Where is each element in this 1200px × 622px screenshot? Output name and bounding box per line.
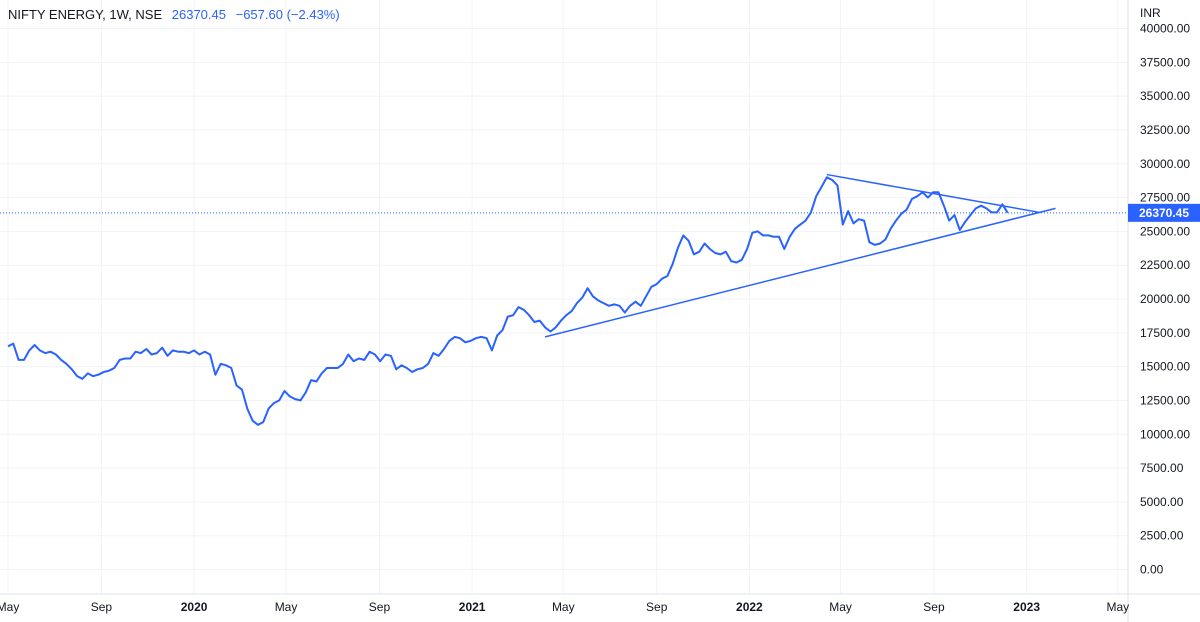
y-tick-label: 17500.00 — [1140, 326, 1190, 340]
x-tick-label: 2023 — [1013, 600, 1040, 614]
chart-legend: NIFTY ENERGY, 1W, NSE 26370.45 −657.60 (… — [8, 7, 340, 22]
y-tick-label: 0.00 — [1140, 563, 1164, 577]
symbol-label[interactable]: NIFTY ENERGY, 1W, NSE — [8, 7, 163, 22]
y-tick-label: 40000.00 — [1140, 22, 1190, 36]
x-tick-label: May — [552, 600, 575, 614]
x-tick-label: Sep — [91, 600, 113, 614]
y-tick-label: 35000.00 — [1140, 89, 1190, 103]
change-label: −657.60 (−2.43%) — [235, 7, 340, 22]
y-tick-label: 25000.00 — [1140, 224, 1190, 238]
trendline[interactable] — [544, 207, 1056, 338]
price-series-line — [7, 176, 1009, 426]
x-tick-label: 2021 — [459, 600, 486, 614]
x-tick-label: Sep — [923, 600, 945, 614]
x-tick-label: 2022 — [736, 600, 763, 614]
y-tick-label: 2500.00 — [1140, 529, 1184, 543]
x-tick-label: May — [275, 600, 298, 614]
last-price-text: 26370.45 — [1139, 206, 1189, 220]
y-tick-label: 12500.00 — [1140, 393, 1190, 407]
x-tick-label: Sep — [369, 600, 391, 614]
y-tick-label: 7500.00 — [1140, 461, 1184, 475]
x-tick-label: May — [1106, 600, 1129, 614]
x-tick-label: May — [829, 600, 852, 614]
y-tick-label: 27500.00 — [1140, 191, 1190, 205]
x-tick-label: May — [0, 600, 19, 614]
price-axis-ticks: 0.00 2500.00 5000.00 7500.00 10000.00 12500.0… — [1140, 22, 1190, 577]
y-tick-label: 5000.00 — [1140, 495, 1184, 509]
last-price-badge — [1128, 203, 1200, 222]
grid-lines — [0, 0, 1128, 594]
y-tick-label: 10000.00 — [1140, 427, 1190, 441]
y-tick-label: 32500.00 — [1140, 123, 1190, 137]
x-tick-label: 2020 — [181, 600, 208, 614]
currency-label[interactable]: INR — [1140, 6, 1161, 20]
y-tick-label: 20000.00 — [1140, 292, 1190, 306]
time-axis-ticks: May Sep 2020 May Sep 2021 May Sep 2022 May Sep 2023… — [0, 600, 1129, 614]
y-tick-label: 37500.00 — [1140, 55, 1190, 69]
y-tick-label: 30000.00 — [1140, 157, 1190, 171]
y-tick-label: 15000.00 — [1140, 360, 1190, 374]
last-value-label: 26370.45 — [171, 7, 226, 22]
x-tick-label: Sep — [646, 600, 668, 614]
trendlines[interactable] — [544, 173, 1056, 338]
last-price-label: 26370.45 — [1128, 203, 1200, 222]
y-tick-label: 22500.00 — [1140, 258, 1190, 272]
